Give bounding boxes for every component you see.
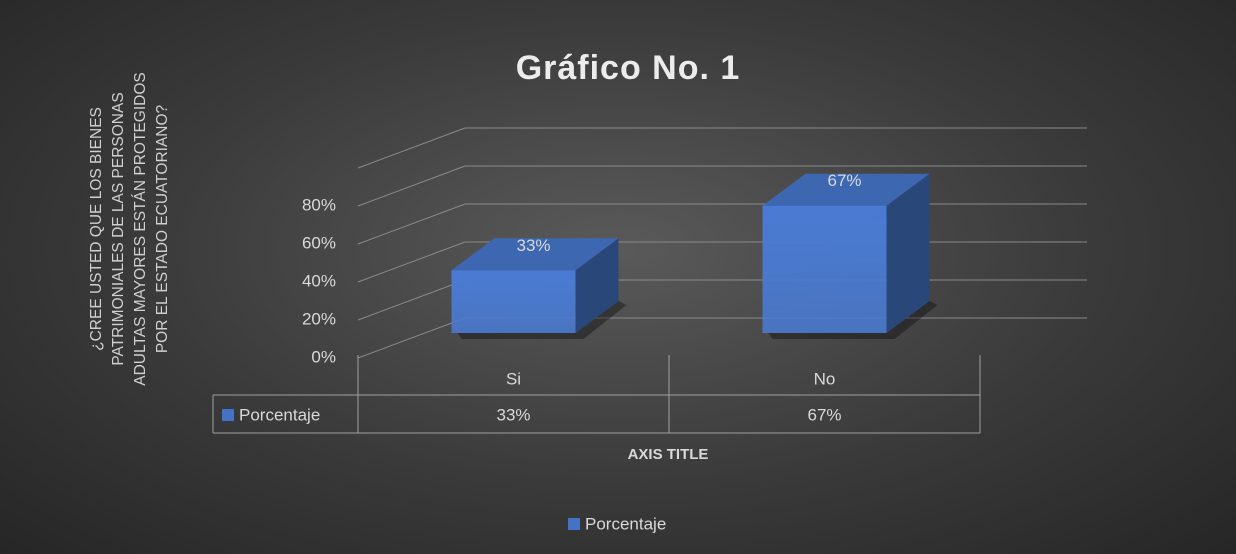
data-label: 67% bbox=[827, 171, 861, 190]
table-legend-key bbox=[222, 409, 234, 421]
x-tick-label: No bbox=[814, 369, 836, 388]
grid-line bbox=[357, 203, 466, 245]
grid-line bbox=[357, 165, 466, 207]
bar-top bbox=[451, 238, 619, 271]
bar-side bbox=[886, 173, 930, 333]
bar-shadow bbox=[457, 301, 627, 339]
data-label: 33% bbox=[516, 236, 550, 255]
y-tick-label: 40% bbox=[302, 271, 336, 290]
bar bbox=[762, 205, 887, 333]
grid-line bbox=[357, 279, 466, 321]
y-tick-label: 80% bbox=[302, 195, 336, 214]
y-tick-label: 20% bbox=[302, 309, 336, 328]
x-tick-label: Si bbox=[506, 369, 521, 388]
chart-title: Gráfico No. 1 bbox=[516, 49, 741, 87]
x-axis-title: AXIS TITLE bbox=[628, 446, 709, 463]
grid-line bbox=[357, 317, 466, 359]
y-tick-label: 60% bbox=[302, 233, 336, 252]
legend-key bbox=[568, 518, 580, 530]
table-series-name: Porcentaje bbox=[239, 405, 320, 424]
grid-line bbox=[357, 127, 466, 169]
y-axis-title: ¿CREE USTED QUE LOS BIENES PATRIMONIALES… bbox=[88, 72, 171, 386]
y-tick-label: 0% bbox=[311, 347, 336, 366]
grid-line bbox=[357, 241, 466, 283]
table-value: 33% bbox=[496, 405, 530, 424]
bar bbox=[451, 270, 576, 333]
bar-top bbox=[762, 173, 930, 206]
table-value: 67% bbox=[807, 405, 841, 424]
bar-side bbox=[575, 238, 619, 333]
bar-shadow bbox=[768, 301, 938, 339]
legend-label: Porcentaje bbox=[585, 514, 666, 533]
